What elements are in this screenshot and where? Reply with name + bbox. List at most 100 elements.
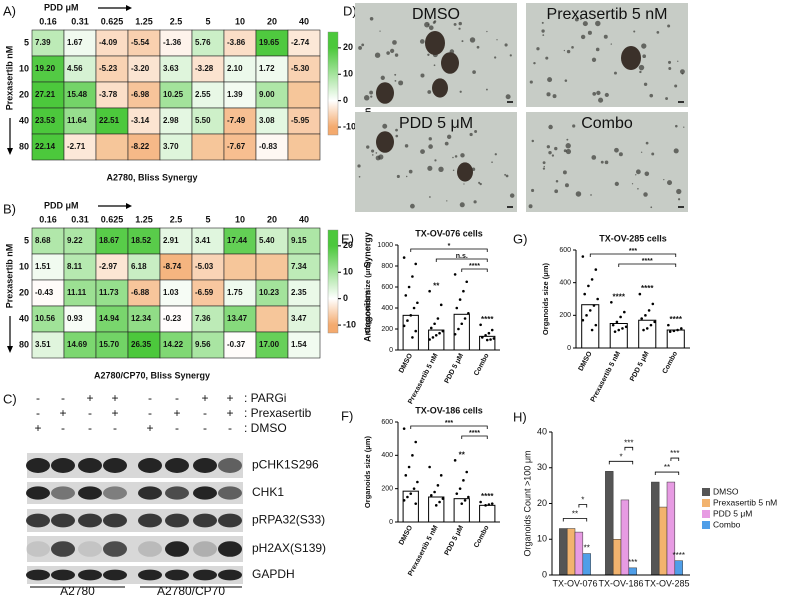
cell-label: 14.94 xyxy=(99,314,120,323)
data-point xyxy=(406,319,409,322)
condition-label: : PARGi xyxy=(244,391,286,405)
data-point xyxy=(621,327,624,330)
particle xyxy=(542,34,545,36)
heat-cell xyxy=(191,253,225,281)
particle xyxy=(641,43,647,49)
particle xyxy=(458,21,462,26)
column-label: 1.25 xyxy=(135,214,153,224)
particle xyxy=(494,153,497,156)
bar xyxy=(453,313,470,351)
x-tick-label: Prexasertib 5 nM xyxy=(407,524,440,577)
bracket xyxy=(624,446,634,451)
particle xyxy=(633,30,636,33)
particle xyxy=(504,173,507,176)
band xyxy=(138,513,162,528)
cell-label: 0.93 xyxy=(67,314,83,323)
particle xyxy=(677,198,681,201)
bracket xyxy=(589,253,677,257)
particle xyxy=(663,179,665,181)
data-point xyxy=(645,327,649,330)
particle xyxy=(580,18,582,21)
data-point xyxy=(438,331,441,335)
particle xyxy=(371,149,375,153)
row-label: 5 xyxy=(24,37,29,47)
data-point xyxy=(460,322,464,326)
bar xyxy=(402,314,419,351)
particle xyxy=(610,43,612,45)
heat-cell xyxy=(95,253,129,281)
micrograph xyxy=(355,112,517,212)
panel-label: A) xyxy=(3,3,16,18)
heat-cell xyxy=(31,107,65,135)
data-point xyxy=(414,262,418,266)
particle xyxy=(486,88,488,91)
heat-cell xyxy=(63,133,97,161)
cell-label: 19.65 xyxy=(259,38,280,47)
particle xyxy=(408,169,413,174)
sign: - xyxy=(203,406,207,420)
band xyxy=(51,513,75,528)
particle xyxy=(472,70,476,74)
colorbar-label: 20 xyxy=(343,42,353,52)
bracket-label: **** xyxy=(642,258,653,265)
colorbar xyxy=(327,31,339,136)
x-tick-label: Prexasertib 5 nM xyxy=(407,352,440,405)
colorbar-label: -10 xyxy=(343,121,356,131)
particle xyxy=(478,181,481,184)
cell-label: 7.36 xyxy=(195,314,211,323)
y-tick-label: 20 xyxy=(537,498,547,508)
data-point xyxy=(644,314,647,317)
particle xyxy=(386,51,390,55)
particle xyxy=(361,43,365,47)
data-point xyxy=(433,490,436,494)
particle xyxy=(529,80,533,84)
heat-cell xyxy=(255,331,289,359)
bar xyxy=(582,553,591,576)
band xyxy=(26,541,50,557)
cell-label: 6.18 xyxy=(131,262,147,271)
particle xyxy=(580,34,586,40)
sign: - xyxy=(61,421,65,435)
y-axis-label: Organoids size (μm) xyxy=(363,435,372,508)
band xyxy=(103,513,127,528)
particle xyxy=(548,150,552,155)
band xyxy=(78,458,102,473)
cell-label: 10.23 xyxy=(259,288,280,297)
chart-title: TX-OV-186 cells xyxy=(415,405,483,415)
data-point xyxy=(583,292,586,296)
cell-label: 1.39 xyxy=(227,90,243,99)
x-tick-label: Combo xyxy=(662,351,679,376)
bracket xyxy=(461,268,488,272)
y-tick-label: 0 xyxy=(542,569,547,579)
particle xyxy=(469,37,476,43)
particle xyxy=(667,24,671,28)
data-point xyxy=(439,474,443,477)
cell-label: 15.48 xyxy=(67,90,88,99)
column-label: 40 xyxy=(299,214,309,224)
y-tick-label: 400 xyxy=(381,305,393,312)
data-point xyxy=(617,328,621,332)
cell-label: -5.95 xyxy=(291,116,310,125)
particle xyxy=(398,80,404,86)
row-label: 20 xyxy=(19,89,29,99)
particle xyxy=(566,49,571,54)
particle xyxy=(546,145,550,149)
data-point xyxy=(642,328,645,332)
bracket xyxy=(461,435,488,439)
data-point xyxy=(434,504,438,507)
cell-label: -3.78 xyxy=(99,90,118,99)
data-point xyxy=(594,323,598,327)
bar xyxy=(479,504,496,523)
colorbar-label: 10 xyxy=(343,267,353,277)
heat-cell xyxy=(287,133,321,161)
x-tick-label: TX-OV-285 xyxy=(644,578,689,588)
cell-label: 5.40 xyxy=(259,236,275,245)
particle xyxy=(476,45,480,49)
data-point xyxy=(668,330,672,333)
column-label: 2.5 xyxy=(170,214,183,224)
legend-swatch xyxy=(702,488,710,496)
particle xyxy=(452,156,454,159)
y-tick-label: 600 xyxy=(559,247,571,254)
data-point xyxy=(455,492,459,495)
data-point xyxy=(588,309,592,312)
